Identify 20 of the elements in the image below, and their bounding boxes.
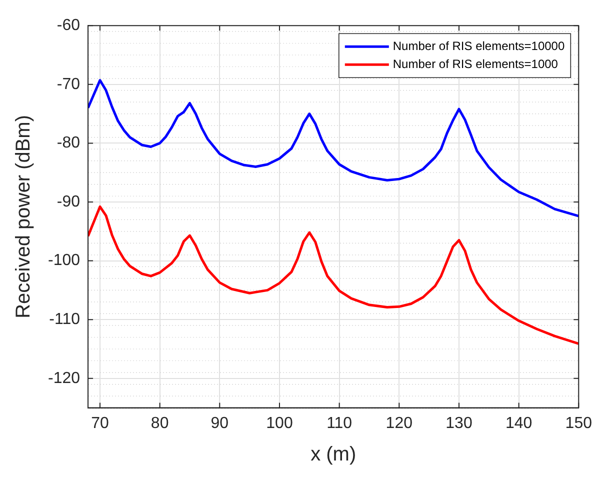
x-tick-label: 130	[446, 414, 472, 432]
legend-label: Number of RIS elements=1000	[392, 56, 558, 71]
x-tick-label: 150	[565, 414, 592, 432]
x-axis-title: x (m)	[310, 444, 356, 466]
y-tick-label: -70	[56, 76, 80, 93]
y-tick-label: -60	[56, 17, 80, 34]
x-tick-label: 100	[266, 414, 293, 432]
y-tick-label: -80	[56, 134, 80, 152]
y-tick-label: -120	[48, 370, 80, 387]
y-axis-title: Received power (dBm)	[12, 114, 35, 318]
legend-label: Number of RIS elements=10000	[392, 38, 565, 53]
y-tick-label: -110	[49, 311, 80, 328]
x-tick-label: 70	[91, 414, 109, 432]
y-tick-label: -100	[48, 252, 80, 270]
x-tick-label: 120	[386, 414, 413, 432]
x-tick-label: 140	[505, 414, 532, 432]
x-tick-label: 80	[150, 414, 169, 432]
x-tick-label: 90	[210, 414, 229, 432]
y-tick-label: -90	[56, 193, 80, 210]
x-tick-label: 110	[326, 414, 352, 432]
